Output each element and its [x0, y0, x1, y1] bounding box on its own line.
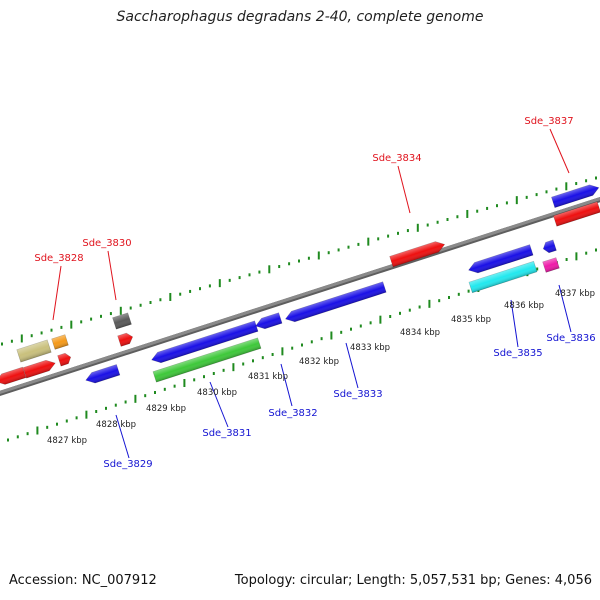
gene-label-sde_3832[interactable]: Sde_3832: [268, 408, 317, 419]
gene-green[interactable]: [152, 337, 262, 383]
gene-orange[interactable]: [51, 334, 69, 350]
gene-red[interactable]: [57, 352, 73, 367]
gene-blue[interactable]: [467, 244, 534, 276]
gene-arrow-shading: [468, 244, 534, 273]
gene-arrow-shading: [468, 261, 538, 293]
gene-magenta[interactable]: [542, 257, 560, 273]
gene-arrow-shading: [152, 337, 262, 383]
gene-red[interactable]: [553, 201, 600, 227]
gene-blue[interactable]: [284, 281, 387, 324]
gene-label-sde_3830[interactable]: Sde_3830: [82, 238, 131, 249]
kbp-label: 4831 kbp: [248, 372, 288, 382]
gene-arrow-shading: [553, 201, 600, 227]
label-leader-line: [280, 363, 293, 407]
gene-red[interactable]: [117, 332, 135, 347]
kbp-scale-labels: 4827 kbp 4828 kbp 4829 kbp 4830 kbp 4831 kbp…: [47, 289, 595, 446]
gene-arrow-shading: [57, 353, 71, 367]
gene-label-sde_3836[interactable]: Sde_3836: [546, 333, 595, 344]
kbp-label: 4833 kbp: [350, 343, 390, 353]
gene-arrow-shading: [551, 184, 599, 208]
forward-tick-track: [1, 176, 597, 346]
kbp-label: 4828 kbp: [96, 420, 136, 430]
gene-arrow-shading: [0, 367, 26, 385]
map-title: Saccharophagus degradans 2-40, complete …: [116, 9, 484, 25]
genome-line: [0, 197, 600, 394]
kbp-label: 4827 kbp: [47, 436, 87, 446]
gene-label-sde_3834[interactable]: Sde_3834: [372, 153, 421, 164]
gene-blue[interactable]: [254, 312, 283, 331]
label-leader-line: [115, 414, 130, 459]
gene-cyan[interactable]: [468, 260, 538, 294]
label-leader-line: [52, 265, 62, 321]
gene-arrow-shading: [389, 241, 445, 267]
label-leader-lines: [52, 128, 572, 459]
gene-label-sde_3829[interactable]: Sde_3829: [103, 459, 152, 470]
gene-arrow-shading: [151, 320, 259, 363]
label-leader-line: [397, 165, 411, 214]
gene-arrow-shading: [23, 360, 56, 379]
genome-backbone: [0, 196, 600, 397]
topology-text: Topology: circular; Length: 5,057,531 bp…: [234, 573, 592, 588]
accession-text: Accession: NC_007912: [9, 573, 157, 588]
kbp-label: 4836 kbp: [504, 301, 544, 311]
gene-arrow-shading: [85, 364, 120, 384]
gene-blue[interactable]: [551, 182, 600, 208]
gene-arrow-shading: [112, 312, 132, 330]
kbp-label: 4832 kbp: [299, 357, 339, 367]
gene-gray[interactable]: [112, 312, 132, 330]
gene-arrow-shading: [543, 239, 557, 253]
gene-red[interactable]: [0, 366, 27, 387]
label-leader-line: [558, 284, 572, 333]
gene-red[interactable]: [22, 358, 57, 379]
gene-red[interactable]: [389, 239, 447, 268]
gene-label-sde_3833[interactable]: Sde_3833: [333, 389, 382, 400]
gene-blue[interactable]: [542, 239, 557, 254]
gene-features: [0, 182, 600, 387]
kbp-label: 4830 kbp: [197, 388, 237, 398]
kbp-label: 4837 kbp: [555, 289, 595, 299]
label-leader-line: [209, 381, 229, 428]
gene-label-sde_3835[interactable]: Sde_3835: [493, 348, 542, 359]
gene-blue[interactable]: [84, 364, 121, 386]
gene-arrow-shading: [542, 257, 560, 273]
gene-arrow-shading: [51, 334, 69, 350]
gene-labels: Sde_3828 Sde_3830 Sde_3834 Sde_3837 Sde_3829…: [34, 116, 595, 470]
label-leader-line: [107, 250, 117, 301]
gene-label-sde_3828[interactable]: Sde_3828: [34, 253, 83, 264]
gene-arrow-shading: [255, 312, 283, 329]
label-leader-line: [510, 299, 519, 348]
kbp-label: 4835 kbp: [451, 315, 491, 325]
label-leader-line: [549, 128, 570, 174]
kbp-label: 4829 kbp: [146, 404, 186, 414]
gene-arrow-shading: [285, 281, 387, 322]
label-leader-line: [345, 342, 359, 389]
gene-label-sde_3831[interactable]: Sde_3831: [202, 428, 251, 439]
gene-arrow-shading: [117, 333, 133, 347]
gene-arrow-shading: [16, 339, 52, 363]
gene-label-sde_3837[interactable]: Sde_3837: [524, 116, 573, 127]
kbp-label: 4834 kbp: [400, 328, 440, 338]
gene-olive[interactable]: [16, 339, 52, 363]
